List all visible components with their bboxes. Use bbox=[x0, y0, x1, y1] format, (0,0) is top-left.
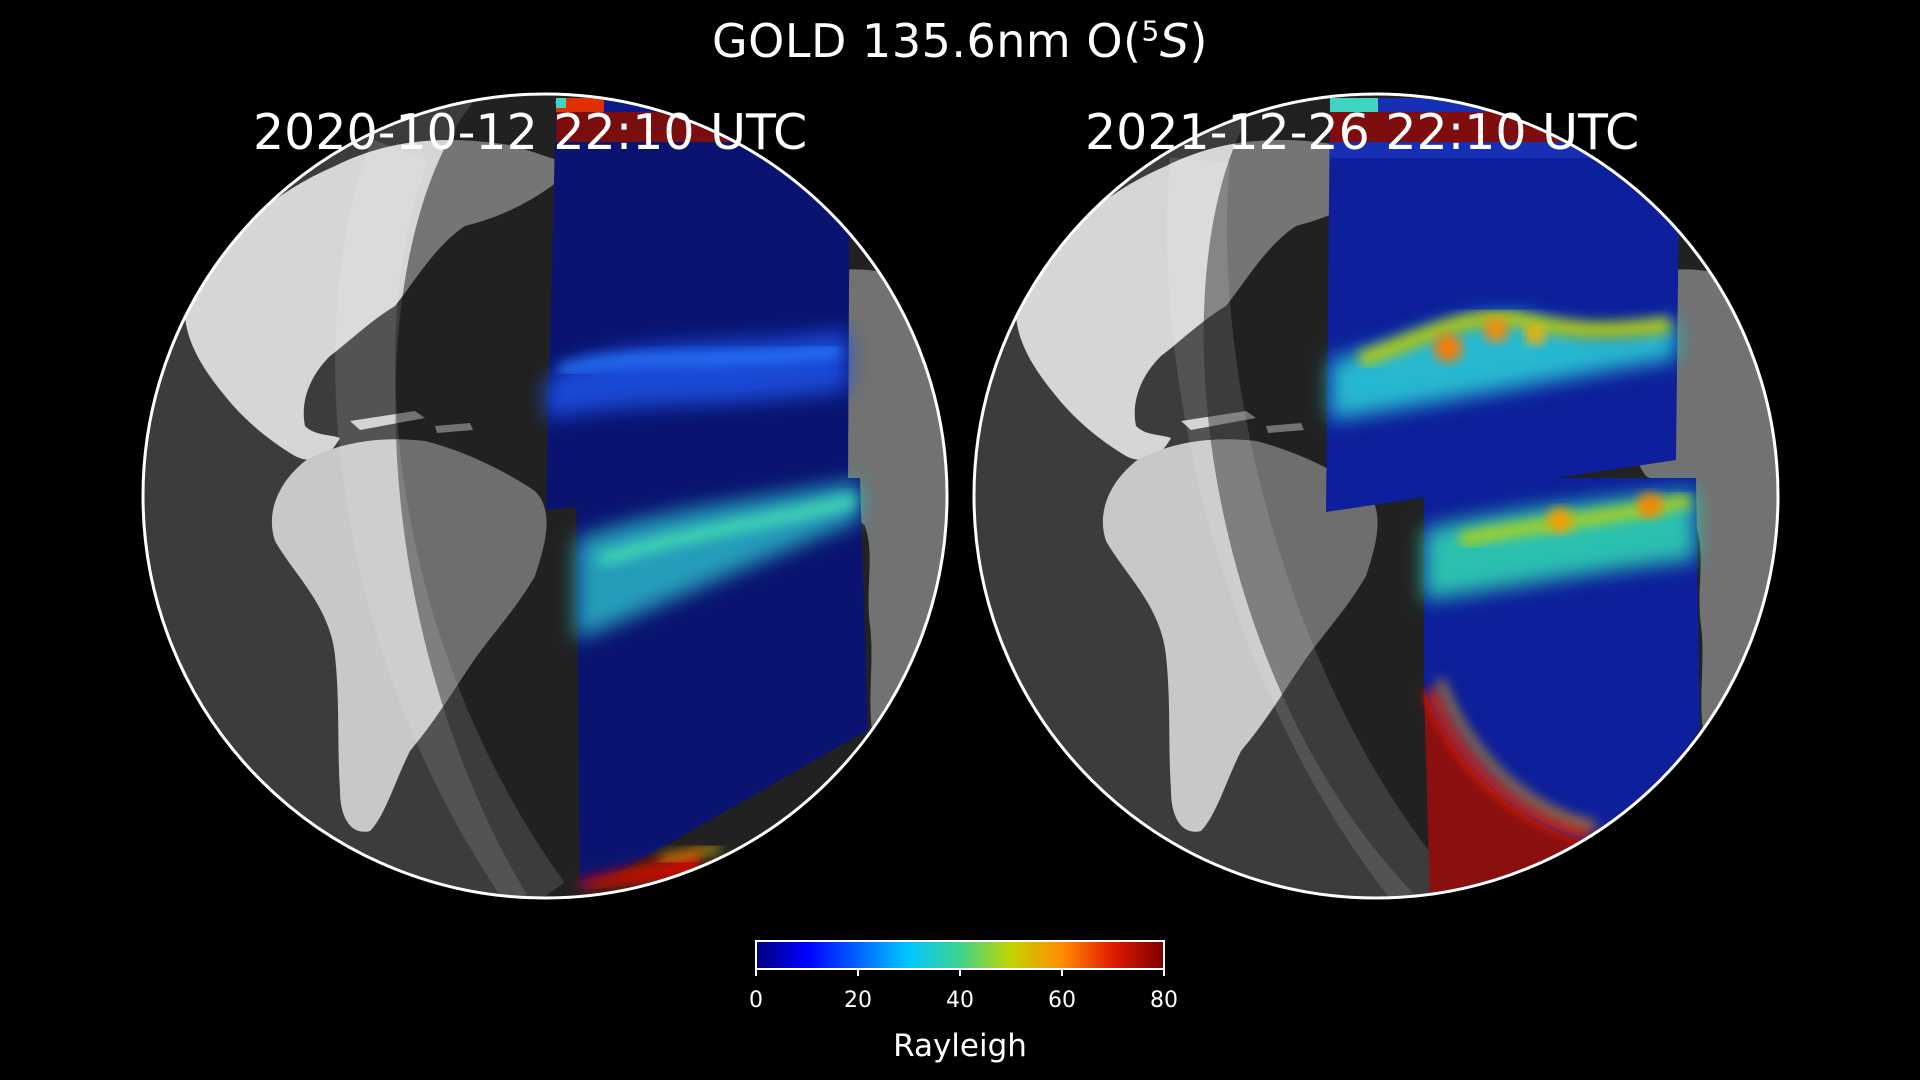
colorbar-gradient bbox=[755, 940, 1165, 970]
globe-outline-right bbox=[972, 92, 1780, 900]
colorbar-tick-label: 60 bbox=[1048, 988, 1076, 1013]
gold-scan-north-left bbox=[546, 98, 850, 510]
colorbar-ticks bbox=[755, 969, 1165, 976]
globe-outline-left bbox=[141, 92, 949, 900]
colorbar-tick-label: 0 bbox=[749, 988, 763, 1013]
gold-scan-south-right bbox=[1424, 478, 1700, 898]
globe-right bbox=[972, 92, 1780, 900]
colorbar-tick-label: 40 bbox=[946, 988, 974, 1013]
globe-left bbox=[141, 92, 949, 900]
colorbar-label: Rayleigh bbox=[893, 1028, 1027, 1064]
figure-title: GOLD 135.6nm O(5S) bbox=[712, 14, 1208, 68]
panel-left-timestamp: 2020-10-12 22:10 UTC bbox=[253, 104, 808, 161]
panel-right-timestamp: 2021-12-26 22:10 UTC bbox=[1085, 104, 1640, 161]
colorbar-tick-label: 80 bbox=[1150, 988, 1178, 1013]
colorbar bbox=[755, 940, 1165, 976]
colorbar-tick-label: 20 bbox=[844, 988, 872, 1013]
